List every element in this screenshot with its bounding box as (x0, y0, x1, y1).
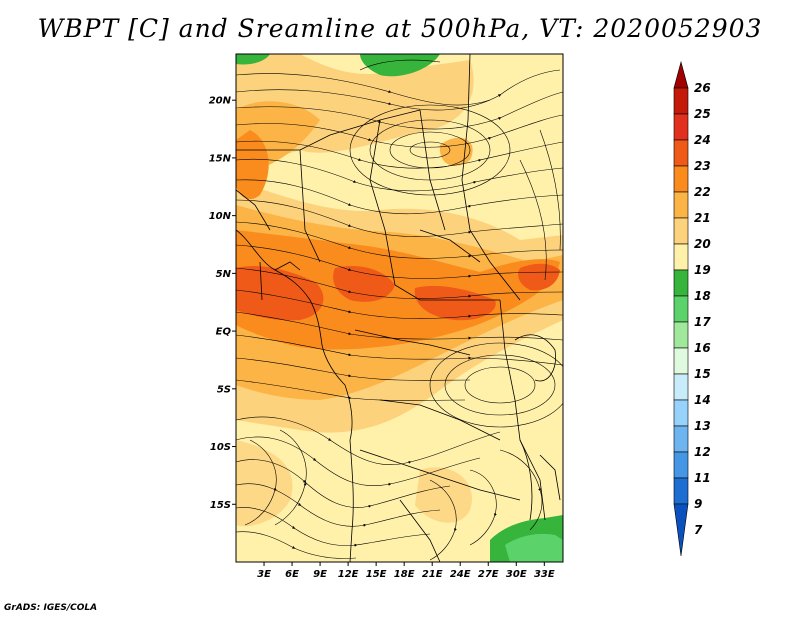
lon-tick-label: 27E (478, 569, 499, 580)
lon-tick-label: 33E (534, 569, 555, 580)
lon-tick-label: 9E (313, 569, 327, 580)
colorbar: 26 25 24 23 22 21 20 19 18 17 16 15 14 13 12 11 9 7 (673, 60, 711, 557)
colorbar-swatch (673, 399, 689, 427)
colorbar-swatch (673, 139, 689, 167)
colorbar-label: 22 (694, 185, 711, 199)
lon-tick-label: 15E (366, 569, 387, 580)
colorbar-bottom-arrow (673, 503, 689, 557)
colorbar-swatch (673, 451, 689, 479)
colorbar-label: 19 (694, 263, 711, 277)
lon-tick-label: 21E (422, 569, 443, 580)
colorbar-swatch (673, 269, 689, 297)
colorbar-swatch (673, 373, 689, 401)
colorbar-label: 12 (694, 445, 711, 459)
lat-tick-label: 5S (217, 384, 231, 395)
colorbar-swatch (673, 217, 689, 245)
wbpt-field-17-south (505, 533, 563, 562)
colorbar-swatch (673, 347, 689, 375)
colorbar-swatch (673, 191, 689, 219)
grads-credit: GrADS: IGES/COLA (4, 603, 98, 613)
colorbar-top-arrow (673, 60, 689, 89)
lon-tick-label: 6E (285, 569, 299, 580)
lon-tick-label: 12E (338, 569, 359, 580)
colorbar-swatch (673, 87, 689, 115)
wbpt-field-23 (236, 263, 560, 321)
lat-tick-label: 10N (209, 211, 232, 222)
colorbar-label: 15 (694, 367, 711, 381)
colorbar-label: 17 (694, 315, 711, 329)
wbpt-field-20-south (236, 440, 472, 527)
lat-tick-label: 15S (210, 500, 231, 511)
colorbar-label: 26 (694, 81, 711, 95)
colorbar-label: 9 (694, 497, 702, 511)
lat-tick-label: 15N (209, 153, 232, 164)
colorbar-label: 25 (694, 107, 711, 121)
colorbar-label: 18 (694, 289, 711, 303)
country-borders (236, 54, 561, 562)
map-plot-area (236, 54, 563, 562)
lon-tick-label: 3E (257, 569, 271, 580)
colorbar-label: 24 (694, 133, 711, 147)
lat-tick-label: 5N (216, 269, 232, 280)
colorbar-label: 20 (694, 237, 711, 251)
lat-tick-label: 10S (210, 442, 231, 453)
colorbar-label: 11 (694, 471, 711, 485)
wbpt-field-18-north (236, 54, 440, 77)
colorbar-label: 16 (694, 341, 711, 355)
latitude-axis: 20N 15N 10N 5N EQ 5S 10S 15S (209, 96, 236, 511)
colorbar-swatch (673, 113, 689, 141)
colorbar-swatch (673, 477, 689, 505)
colorbar-swatch (673, 243, 689, 271)
colorbar-label: 7 (694, 523, 703, 537)
colorbar-swatch (673, 165, 689, 193)
colorbar-label: 14 (694, 393, 711, 407)
colorbar-swatch (673, 295, 689, 323)
colorbar-label: 13 (694, 419, 711, 433)
lon-tick-label: 18E (394, 569, 415, 580)
lat-tick-label: 20N (209, 96, 232, 107)
plot-frame (235, 53, 564, 563)
longitude-axis: 3E 6E 9E 12E 15E 18E 21E 24E 27E 30E 33E (257, 562, 555, 580)
lon-tick-label: 24E (450, 569, 471, 580)
colorbar-label: 21 (694, 211, 711, 225)
colorbar-swatch (673, 321, 689, 349)
lon-tick-label: 30E (506, 569, 527, 580)
colorbar-label: 23 (694, 159, 711, 173)
chart-title: WBPT [C] and Sreamline at 500hPa, VT: 20… (37, 14, 763, 43)
colorbar-swatch (673, 425, 689, 453)
lat-tick-label: EQ (216, 327, 232, 338)
streamlines (236, 59, 563, 561)
